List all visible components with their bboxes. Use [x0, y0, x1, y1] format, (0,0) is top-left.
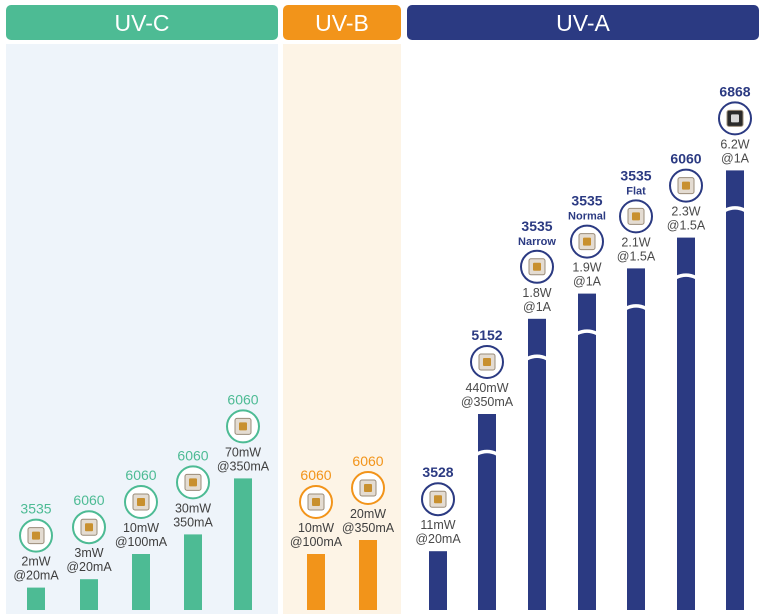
current-label: @1A [573, 275, 602, 289]
chip-die [483, 358, 491, 366]
power-label: 6.2W [720, 137, 749, 151]
chip-die [632, 212, 640, 221]
package-label: 6060 [300, 467, 331, 483]
package-label: 6060 [125, 467, 156, 483]
package-label: 3535 [20, 501, 51, 517]
bar [307, 554, 325, 610]
current-label: @100mA [290, 535, 343, 549]
chip-die [434, 495, 442, 504]
bar [627, 268, 645, 610]
bar [80, 579, 98, 610]
axis-break-mark [724, 206, 746, 212]
chip-die [32, 531, 40, 540]
axis-break-mark [576, 329, 598, 336]
axis-break-mark [625, 304, 647, 310]
chip-die [533, 262, 541, 271]
group-header-uv-b [283, 5, 401, 40]
axis-break-mark [476, 449, 498, 456]
current-label: @20mA [66, 560, 112, 574]
chip-die [682, 181, 690, 190]
group-header-label: UV-C [115, 10, 170, 36]
power-label: 440mW [465, 381, 508, 395]
bar [429, 551, 447, 610]
current-label: @1.5A [617, 249, 656, 263]
package-label: 6060 [670, 151, 701, 167]
power-label: 70mW [225, 445, 261, 459]
power-label: 2.3W [671, 205, 700, 219]
package-label: 3535 [521, 218, 552, 234]
bar [677, 237, 695, 610]
package-label: 6868 [719, 83, 750, 99]
package-label: 6060 [352, 453, 383, 469]
chip-die [239, 422, 247, 431]
panel-background-uv-b [283, 44, 401, 614]
package-label: 6060 [227, 391, 258, 407]
power-label: 11mW [420, 518, 455, 532]
current-label: @20mA [13, 569, 59, 583]
group-header-uv-a [407, 5, 759, 40]
axis-break-mark [526, 354, 548, 361]
power-label: 3mW [74, 546, 103, 560]
package-label: 3535 [620, 167, 651, 183]
bar [578, 293, 596, 610]
package-label: 6060 [73, 492, 104, 508]
variant-label: Normal [568, 211, 606, 223]
chip-die [731, 114, 739, 123]
current-label: @1A [523, 300, 552, 314]
bar [528, 318, 546, 610]
chip-die [583, 237, 591, 246]
current-label: @20mA [415, 532, 461, 546]
variant-label: Flat [626, 185, 646, 197]
group-header-label: UV-A [556, 10, 610, 36]
group-header-uv-c [6, 5, 278, 40]
power-label: 30mW [175, 501, 211, 515]
bar [478, 414, 496, 610]
chip-die [85, 523, 93, 532]
package-label: 6060 [177, 447, 208, 463]
power-label: 2.1W [621, 235, 650, 249]
chip-die [364, 484, 372, 492]
power-label: 1.8W [522, 286, 551, 300]
axis-break-mark [675, 273, 697, 280]
power-label: 1.9W [572, 261, 601, 275]
package-label: 3535 [571, 193, 602, 209]
current-label: @1A [721, 151, 750, 165]
group-header-label: UV-B [315, 10, 369, 36]
chip-die [312, 498, 320, 506]
power-label: 10mW [123, 521, 159, 535]
current-label: 350mA [173, 515, 213, 529]
current-label: @350mA [461, 395, 514, 409]
bar [132, 554, 150, 610]
power-label: 2mW [21, 555, 50, 569]
bar [184, 534, 202, 610]
current-label: @1.5A [667, 219, 706, 233]
bar [726, 170, 744, 610]
package-label: 3528 [422, 464, 453, 480]
power-label: 10mW [298, 521, 334, 535]
current-label: @100mA [115, 535, 168, 549]
current-label: @350mA [342, 521, 395, 535]
panel-background-uv-c [6, 44, 278, 614]
variant-label: Narrow [518, 236, 556, 248]
bar [359, 540, 377, 610]
current-label: @350mA [217, 459, 270, 473]
power-label: 20mW [350, 507, 386, 521]
chip-die [137, 498, 145, 506]
package-label: 5152 [471, 327, 502, 343]
bar [234, 478, 252, 610]
bar [27, 587, 45, 610]
chip-die [189, 478, 197, 487]
